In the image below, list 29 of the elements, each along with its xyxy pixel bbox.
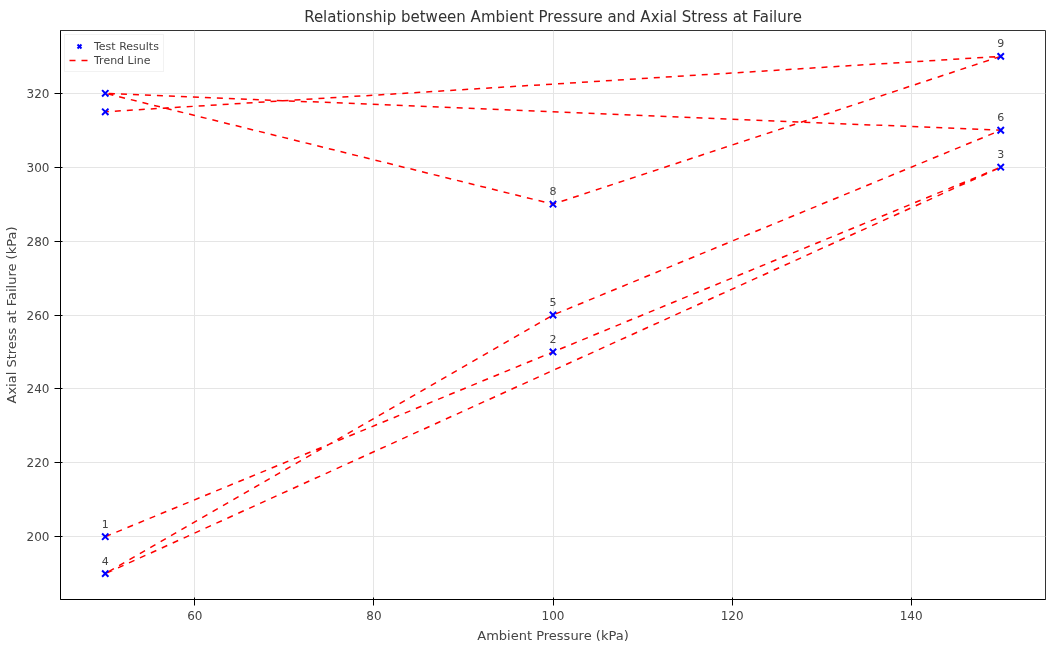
legend-label: Trend Line	[94, 53, 151, 67]
annotation: 3	[997, 148, 1005, 162]
y-tick-label: 260	[26, 308, 50, 323]
annotation: 8	[549, 185, 557, 199]
annotation: 4	[101, 554, 109, 568]
y-axis-title: Axial Stress at Failure (kPa)	[3, 226, 19, 404]
y-tick-label: 280	[26, 234, 50, 249]
point	[548, 199, 558, 209]
y-tick-label: 240	[26, 382, 50, 397]
x-tick-label: 60	[187, 608, 203, 623]
x-tick-label: 140	[899, 608, 923, 623]
point	[548, 347, 558, 357]
chart-title: Relationship between Ambient Pressure and Axial Stress at Failure	[304, 7, 802, 26]
x-axis-title: Ambient Pressure (kPa)	[477, 627, 629, 643]
point	[101, 569, 110, 578]
x-tick-label: 100	[541, 608, 565, 623]
x-tick-label: 80	[366, 608, 382, 623]
annotation: 6	[997, 111, 1005, 125]
annotation: 9	[997, 37, 1005, 51]
y-tick-label: 300	[26, 160, 50, 175]
legend-label: Test Results	[94, 39, 159, 53]
annotation: 5	[549, 296, 557, 309]
y-tick-label: 320	[26, 86, 50, 101]
annotation: 2	[549, 332, 557, 346]
y-tick-label: 200	[26, 530, 50, 545]
y-tick-label: 220	[26, 456, 50, 471]
point	[548, 310, 558, 320]
x-tick-label: 120	[720, 608, 744, 623]
annotation: 1	[101, 517, 109, 531]
